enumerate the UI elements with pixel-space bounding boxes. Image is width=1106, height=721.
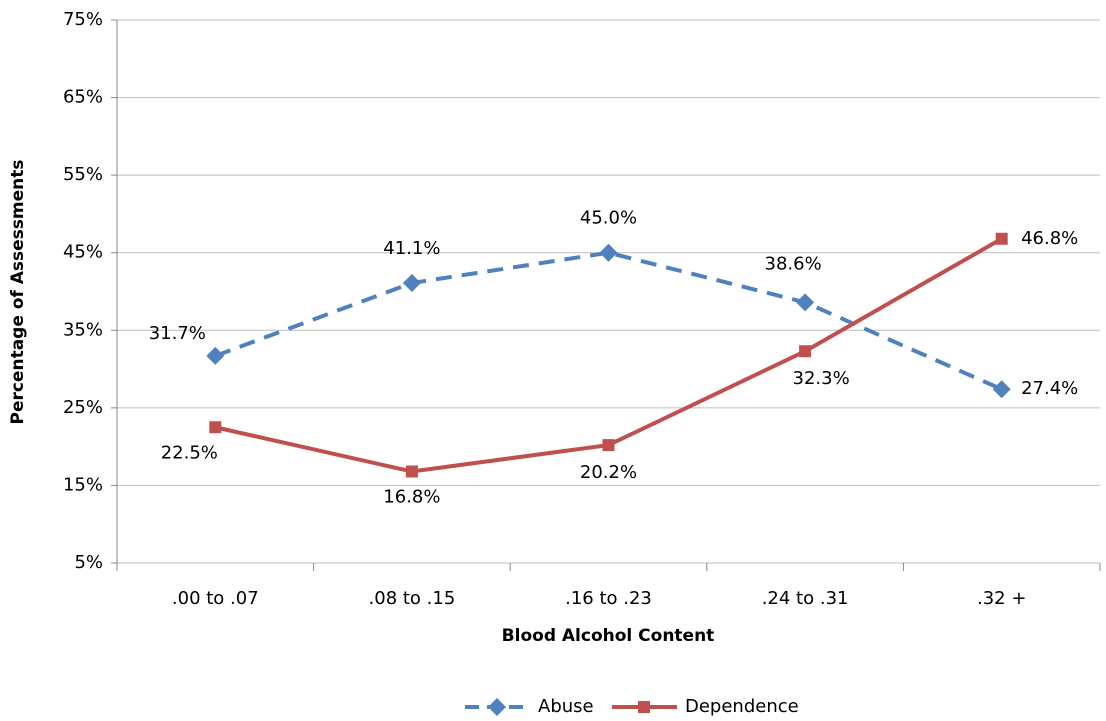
x-tick-label: .32 +	[977, 588, 1026, 609]
data-label: 32.3%	[793, 368, 850, 389]
data-point	[796, 293, 815, 312]
data-label: 41.1%	[383, 238, 440, 259]
data-point	[402, 273, 421, 292]
data-point	[995, 232, 1008, 245]
data-point	[602, 439, 615, 452]
series-line	[214, 250, 1003, 392]
x-tick-label: .00 to .07	[172, 588, 259, 609]
legend-marker	[488, 698, 506, 716]
y-tick-label: 15%	[63, 474, 103, 495]
data-label: 45.0%	[580, 208, 637, 229]
y-tick-label: 65%	[63, 87, 103, 108]
data-point	[992, 380, 1011, 399]
y-tick-label: 45%	[63, 242, 103, 263]
data-label: 31.7%	[149, 323, 206, 344]
data-label: 38.6%	[765, 253, 822, 274]
data-point	[405, 465, 418, 478]
legend-label: Dependence	[685, 696, 799, 717]
y-axis-title: Percentage of Assessments	[8, 159, 28, 424]
x-tick-label: .16 to .23	[565, 588, 652, 609]
y-tick-label: 5%	[74, 552, 103, 573]
y-tick-label: 75%	[63, 9, 103, 30]
data-label: 22.5%	[161, 442, 218, 463]
y-tick-label: 55%	[63, 164, 103, 185]
y-tick-label: 35%	[63, 319, 103, 340]
y-tick-label: 25%	[63, 397, 103, 418]
data-label: 16.8%	[383, 486, 440, 507]
data-label: 27.4%	[1021, 378, 1078, 399]
x-tick-label: .08 to .15	[369, 588, 456, 609]
data-point	[799, 345, 812, 358]
data-label: 46.8%	[1021, 228, 1078, 249]
x-tick-label: .24 to .31	[762, 588, 849, 609]
data-label: 20.2%	[580, 462, 637, 483]
data-point	[599, 243, 618, 262]
data-point	[206, 346, 225, 365]
x-axis-title: Blood Alcohol Content	[502, 626, 715, 646]
legend-label: Abuse	[538, 696, 594, 717]
data-point	[209, 421, 222, 434]
series-line	[214, 237, 1003, 474]
legend-marker	[638, 701, 650, 713]
